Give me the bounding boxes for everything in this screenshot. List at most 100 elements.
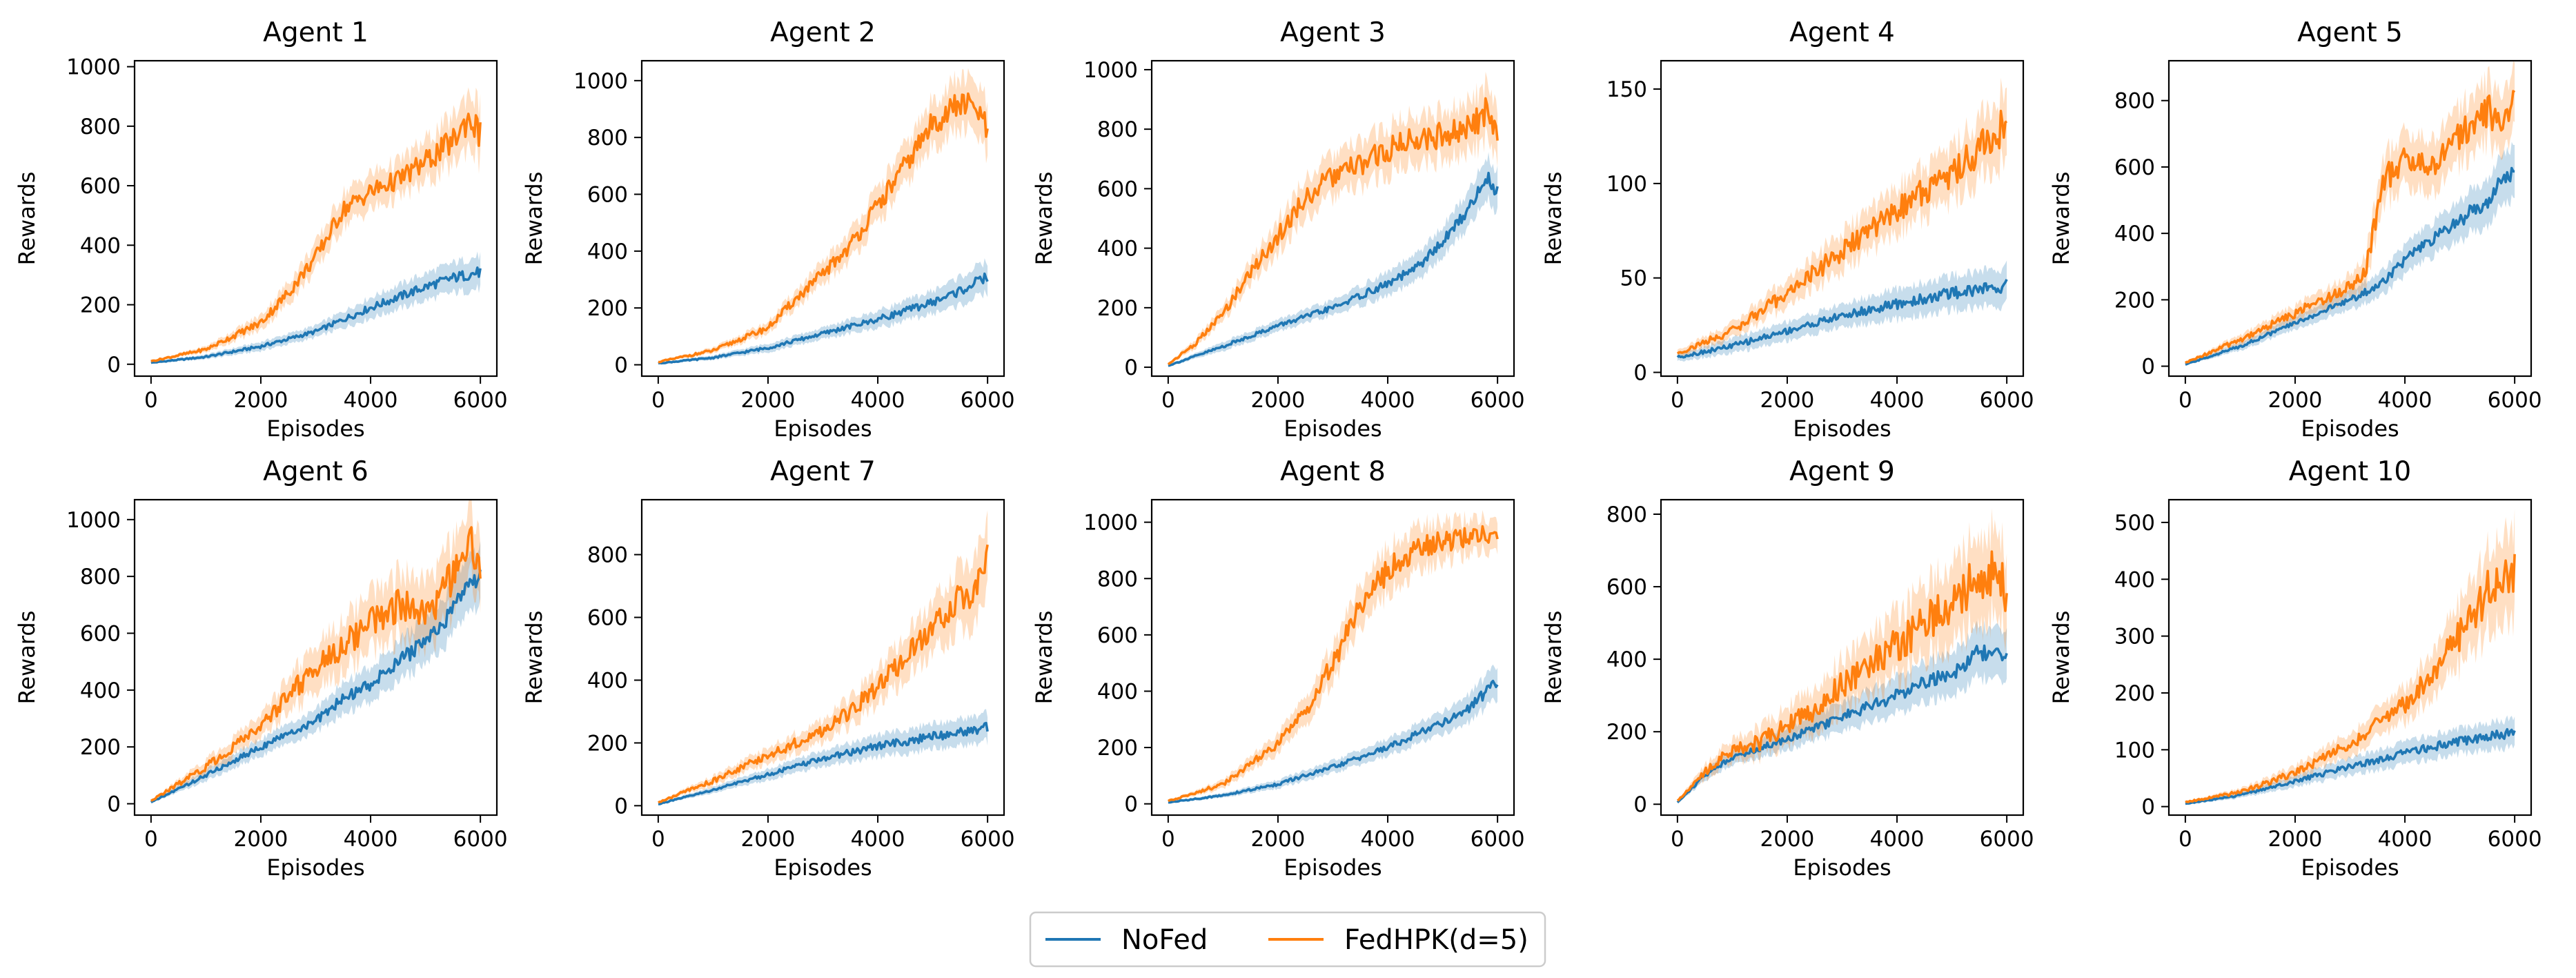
- x-axis-label-agent-2: Episodes: [774, 415, 872, 442]
- series-line-nofed-agent-8: [1168, 679, 1499, 804]
- band-nofed-agent-6: [150, 541, 481, 803]
- y-tick-label-300-agent-10: 300: [2114, 625, 2155, 649]
- plot-area-agent-5: [2184, 61, 2516, 366]
- axes-frame-agent-1: [133, 59, 498, 378]
- y-tick-label-0-agent-3: 0: [1124, 355, 1138, 380]
- y-tick-label-50-agent-4: 50: [1620, 266, 1647, 291]
- panel-title-agent-4: Agent 4: [1789, 17, 1895, 48]
- x-tick-label-4000-agent-2: 4000: [851, 388, 905, 413]
- band-nofed-agent-5: [2185, 141, 2515, 366]
- panel-title-agent-8: Agent 8: [1280, 456, 1386, 487]
- x-tick-label-6000-agent-8: 6000: [1471, 827, 1525, 852]
- x-tick-label-0-agent-9: 0: [1671, 827, 1684, 852]
- y-tick-label-600-agent-1: 600: [80, 174, 121, 199]
- y-tick-label-800-agent-9: 800: [1606, 502, 1647, 527]
- panel-agent-1: 0 2000 4000 6000 0 200 400 600 800 1000 Agent 1 Epi…: [14, 17, 508, 442]
- axes-frame-agent-2: [640, 59, 1005, 378]
- x-tick-label-4000-agent-1: 4000: [344, 388, 398, 413]
- series-line-nofed-agent-2: [658, 272, 989, 365]
- plot-area-agent-2: [658, 68, 989, 365]
- panel-agent-6: 0 2000 4000 6000 0 200 400 600 800 1000 Agent 6 Epi…: [14, 456, 508, 881]
- band-nofed-agent-2: [658, 258, 988, 364]
- panel-title-agent-2: Agent 2: [770, 17, 876, 48]
- axes-frame-agent-6: [133, 498, 498, 816]
- x-axis-label-agent-5: Episodes: [2301, 415, 2399, 442]
- y-tick-label-200-agent-8: 200: [1097, 736, 1138, 761]
- y-tick-label-400-agent-10: 400: [2114, 567, 2155, 592]
- x-tick-label-0-agent-1: 0: [144, 388, 158, 413]
- band-fedhpk-d-5-agent-7: [658, 510, 988, 804]
- y-tick-label-150-agent-4: 150: [1606, 77, 1647, 102]
- axes-frame-agent-7: [640, 498, 1005, 816]
- series-line-nofed-agent-1: [150, 266, 482, 364]
- y-tick-label-800-agent-6: 800: [80, 565, 121, 589]
- y-axis-label-agent-7: Rewards: [521, 611, 547, 705]
- y-tick-label-500-agent-10: 500: [2114, 511, 2155, 536]
- panel-title-agent-3: Agent 3: [1280, 17, 1386, 48]
- x-tick-label-6000-agent-6: 6000: [453, 827, 508, 852]
- series-line-fedhpk-d-5-agent-6: [150, 526, 482, 802]
- y-tick-label-400-agent-7: 400: [587, 668, 628, 693]
- y-tick-label-0-agent-9: 0: [1633, 792, 1647, 817]
- y-axis-label-agent-8: Rewards: [1031, 611, 1057, 705]
- y-tick-label-200-agent-3: 200: [1097, 296, 1138, 321]
- series-line-nofed-agent-10: [2185, 727, 2516, 805]
- x-tick-label-2000-agent-3: 2000: [1251, 388, 1306, 413]
- panel-agent-3: 0 2000 4000 6000 0 200 400 600 800 1000 Agent 3 Epi…: [1031, 17, 1525, 442]
- band-fedhpk-d-5-agent-10: [2185, 508, 2515, 803]
- y-tick-label-0-agent-6: 0: [107, 792, 121, 817]
- series-line-fedhpk-d-5-agent-1: [150, 113, 482, 363]
- y-axis-label-agent-2: Rewards: [521, 172, 547, 266]
- x-tick-label-2000-agent-7: 2000: [741, 827, 796, 852]
- y-tick-label-1000-agent-6: 1000: [66, 508, 121, 533]
- x-tick-label-2000-agent-8: 2000: [1251, 827, 1306, 852]
- plot-area-agent-7: [658, 510, 989, 805]
- y-tick-label-200-agent-6: 200: [80, 735, 121, 760]
- band-fedhpk-d-5-agent-1: [150, 87, 481, 362]
- chart-legend: NoFed FedHPK(d=5): [1029, 911, 1546, 968]
- panel-agent-5: 0 2000 4000 6000 0 200 400 600 800 Agent 5 Episode…: [2048, 17, 2542, 442]
- y-tick-label-0-agent-8: 0: [1124, 792, 1138, 817]
- series-line-nofed-agent-5: [2185, 166, 2515, 366]
- plot-area-agent-4: [1676, 77, 2008, 362]
- y-tick-label-100-agent-4: 100: [1606, 172, 1647, 197]
- y-tick-label-400-agent-8: 400: [1097, 679, 1138, 704]
- y-axis-label-agent-9: Rewards: [1540, 611, 1566, 705]
- y-tick-label-1000-agent-3: 1000: [1083, 58, 1138, 83]
- series-line-nofed-agent-7: [658, 721, 989, 805]
- x-tick-label-6000-agent-7: 6000: [961, 827, 1015, 852]
- y-tick-label-0-agent-10: 0: [2141, 795, 2155, 820]
- y-tick-label-800-agent-2: 800: [587, 126, 628, 150]
- legend-label-fedhpk: FedHPK(d=5): [1344, 924, 1528, 956]
- plot-area-agent-1: [150, 87, 482, 364]
- y-tick-label-600-agent-6: 600: [80, 622, 121, 647]
- plot-area-agent-3: [1167, 71, 1499, 367]
- x-tick-label-0-agent-2: 0: [651, 388, 665, 413]
- panel-title-agent-10: Agent 10: [2289, 456, 2411, 487]
- y-tick-label-600-agent-9: 600: [1606, 575, 1647, 600]
- y-axis-label-agent-3: Rewards: [1031, 172, 1057, 266]
- x-tick-label-2000-agent-2: 2000: [741, 388, 796, 413]
- y-tick-label-800-agent-7: 800: [587, 543, 628, 568]
- x-tick-label-4000-agent-8: 4000: [1361, 827, 1415, 852]
- y-tick-label-200-agent-7: 200: [587, 731, 628, 756]
- y-tick-label-800-agent-1: 800: [80, 115, 121, 139]
- y-tick-label-800-agent-5: 800: [2114, 89, 2155, 114]
- y-tick-label-0-agent-2: 0: [614, 353, 628, 378]
- x-tick-label-2000-agent-5: 2000: [2268, 388, 2323, 413]
- x-axis-label-agent-1: Episodes: [266, 415, 364, 442]
- x-axis-label-agent-9: Episodes: [1793, 854, 1891, 881]
- y-tick-label-200-agent-10: 200: [2114, 681, 2155, 706]
- y-tick-label-200-agent-2: 200: [587, 296, 628, 321]
- x-tick-label-2000-agent-1: 2000: [234, 388, 288, 413]
- axes-frame-agent-10: [2167, 498, 2533, 816]
- panel-agent-7: 0 2000 4000 6000 0 200 400 600 800 Agent 7 Episode…: [521, 456, 1015, 881]
- y-tick-label-600-agent-3: 600: [1097, 177, 1138, 202]
- y-tick-label-800-agent-3: 800: [1097, 117, 1138, 142]
- x-tick-label-0-agent-6: 0: [144, 827, 158, 852]
- y-tick-label-400-agent-3: 400: [1097, 237, 1138, 262]
- y-tick-label-0-agent-1: 0: [107, 353, 121, 378]
- panel-title-agent-9: Agent 9: [1789, 456, 1895, 487]
- panel-title-agent-1: Agent 1: [263, 17, 368, 48]
